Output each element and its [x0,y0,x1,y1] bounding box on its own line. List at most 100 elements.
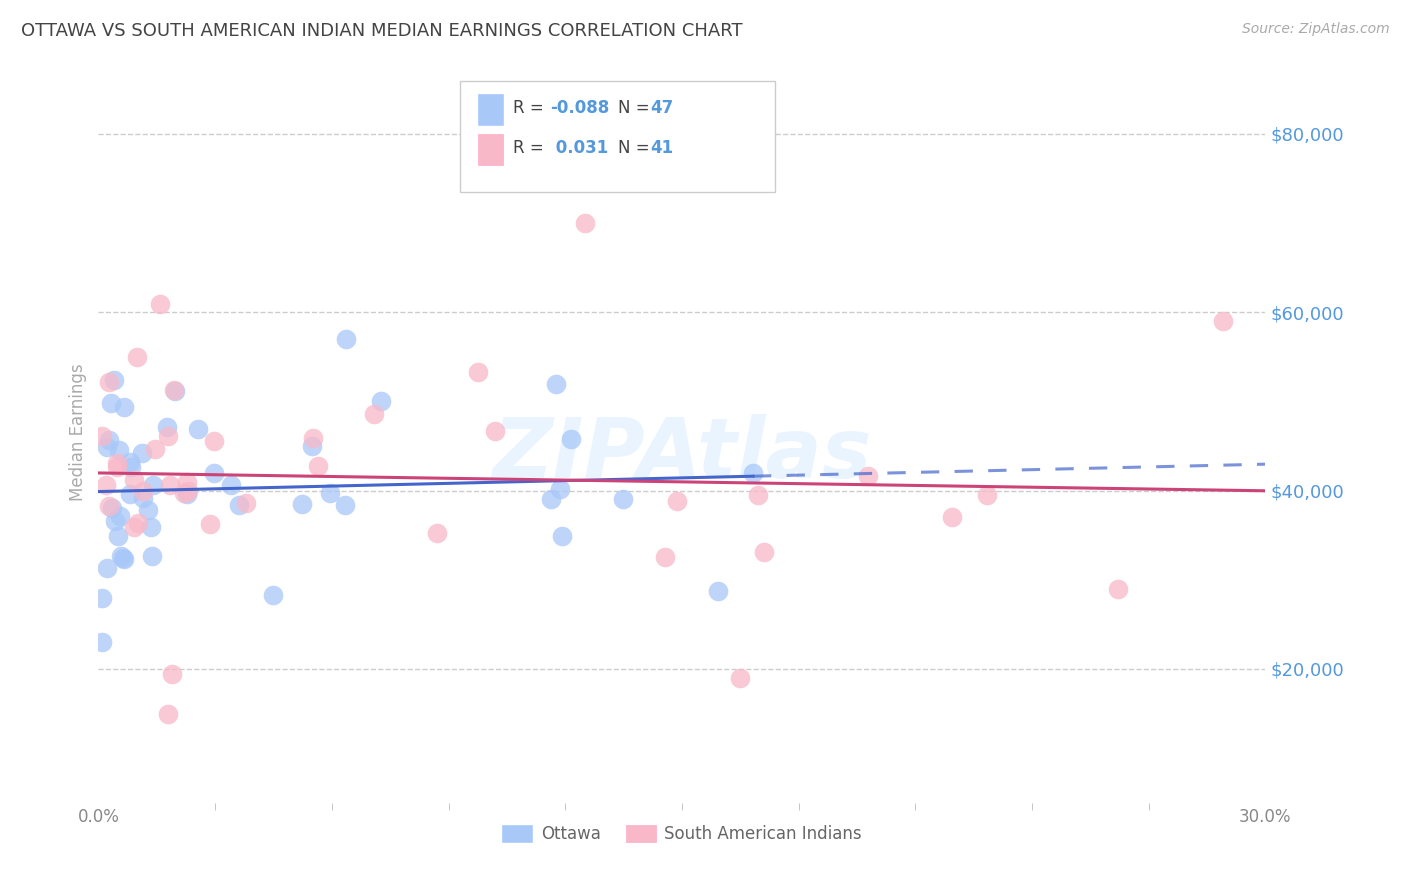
Point [219,478,242,492]
Point [131,484,153,499]
Text: R =: R = [513,138,548,157]
Legend: Ottawa, South American Indians: Ottawa, South American Indians [496,819,868,850]
Point [574,216,596,230]
Point [200,517,222,532]
Point [127,516,149,530]
Point [163,384,186,398]
Point [301,431,323,445]
Point [107,528,129,542]
Point [654,549,676,564]
Point [202,467,225,481]
Point [122,474,145,488]
Point [262,588,284,602]
Point [108,508,131,523]
Text: N =: N = [617,99,655,118]
Point [101,501,124,516]
Point [550,529,572,543]
Point [141,549,163,563]
Point [1107,582,1129,596]
Point [228,498,250,512]
Point [112,400,135,414]
Point [157,706,180,721]
Point [97,500,120,514]
Point [91,591,114,605]
Point [976,488,998,502]
Point [335,332,357,346]
Point [307,459,329,474]
Point [333,498,356,512]
Point [1212,314,1234,328]
Point [160,667,183,681]
Point [141,520,163,534]
Point [319,486,342,500]
Point [856,469,879,483]
Point [202,434,225,449]
Point [484,425,506,439]
Point [103,372,125,386]
Point [235,495,257,509]
Point [143,442,166,457]
Point [370,394,392,409]
Text: Source: ZipAtlas.com: Source: ZipAtlas.com [1241,22,1389,37]
Point [131,446,153,460]
Point [747,488,769,502]
Point [112,551,135,566]
Point [91,635,114,649]
Point [363,407,385,421]
Text: 47: 47 [651,99,673,118]
Point [560,432,582,446]
Point [96,478,118,492]
Point [752,545,775,559]
Point [120,455,142,469]
Point [730,671,752,685]
Point [98,375,121,389]
Point [107,443,129,458]
FancyBboxPatch shape [460,81,775,192]
Point [612,491,634,506]
Point [165,384,187,399]
Point [742,466,765,480]
Point [290,497,312,511]
Point [666,494,689,508]
FancyBboxPatch shape [478,134,503,165]
Point [136,503,159,517]
Point [156,419,179,434]
Point [177,483,200,498]
Point [173,486,195,500]
Point [149,297,172,311]
Point [159,478,181,492]
Point [91,429,114,443]
Point [118,486,141,500]
Point [176,487,198,501]
FancyBboxPatch shape [478,95,503,126]
Point [127,350,149,364]
Point [96,561,118,575]
Text: N =: N = [617,138,655,157]
Point [467,365,489,379]
Point [176,475,198,489]
Point [120,460,142,475]
Point [104,514,127,528]
Point [544,376,567,391]
Point [707,584,730,599]
Point [301,439,323,453]
Point [100,396,122,410]
Text: 41: 41 [651,138,673,157]
Point [96,440,118,454]
Text: R =: R = [513,99,548,118]
Text: 0.031: 0.031 [550,138,609,157]
Point [156,429,179,443]
Text: OTTAWA VS SOUTH AMERICAN INDIAN MEDIAN EARNINGS CORRELATION CHART: OTTAWA VS SOUTH AMERICAN INDIAN MEDIAN E… [21,22,742,40]
Point [98,433,121,447]
Point [540,491,562,506]
Point [124,520,146,534]
Text: -0.088: -0.088 [550,99,609,118]
Point [548,482,571,496]
Text: ZIPAtlas: ZIPAtlas [492,414,872,495]
Point [112,551,135,566]
Point [132,491,155,506]
Point [187,422,209,436]
Point [941,509,963,524]
Point [105,457,128,471]
Point [426,526,449,541]
